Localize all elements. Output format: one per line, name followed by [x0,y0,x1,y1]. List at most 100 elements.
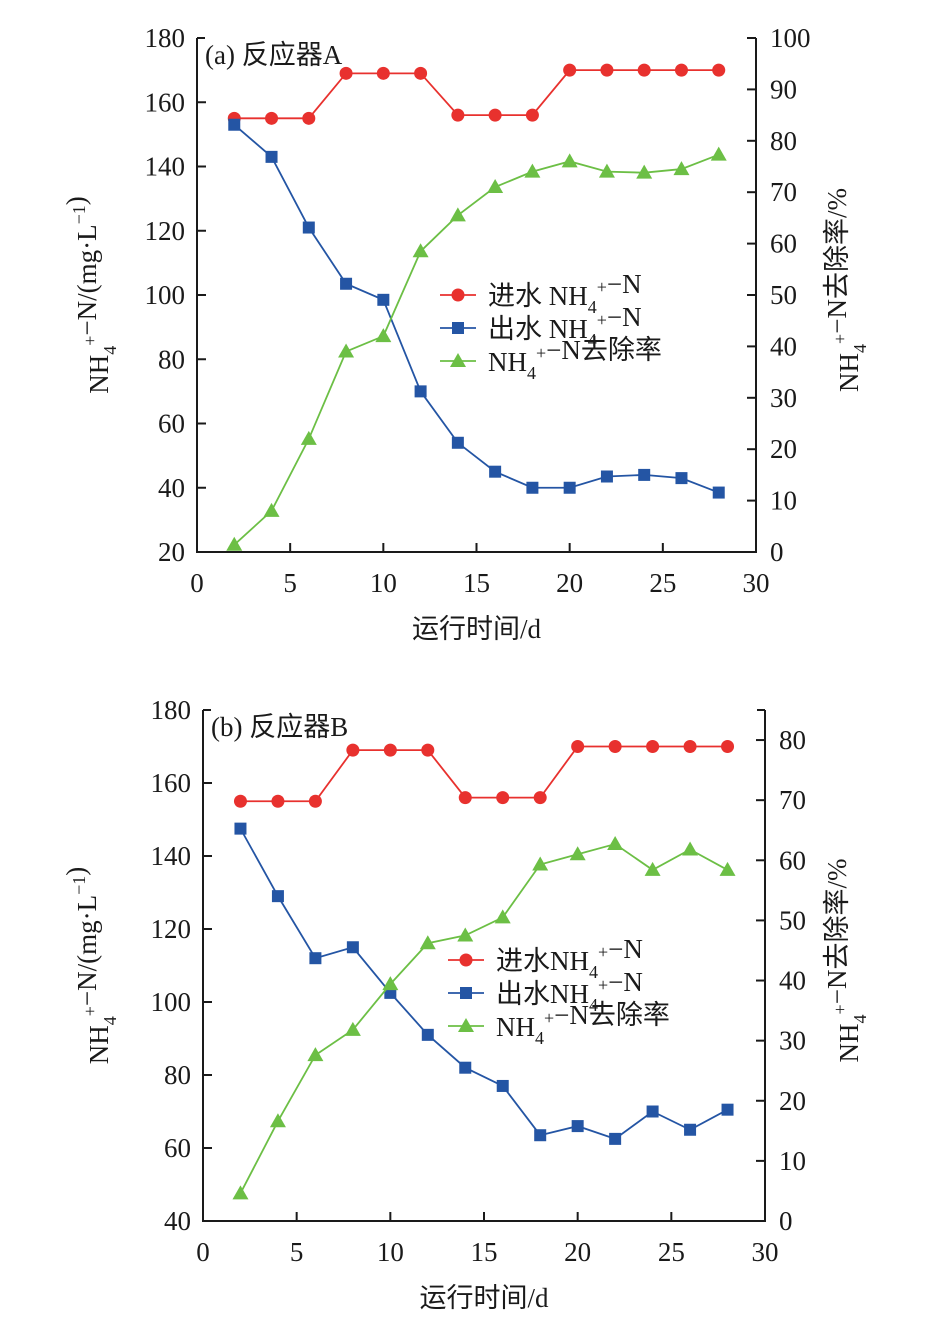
data-point [419,935,436,950]
legend-marker [451,288,465,302]
chart-panel-a: 0 5 10 15 20 25 30 20 40 60 80 100 120 140 160 180 0 10 20… [61,23,870,644]
data-point [496,791,510,805]
data-point [302,111,316,125]
series-square [228,118,725,499]
panel-title: (a) 反应器A [205,40,343,70]
x-tick-label: 30 [743,568,770,598]
data-point [646,1105,659,1118]
y2-tick-label: 40 [770,331,797,361]
data-point [600,470,613,483]
data-point [712,486,725,499]
y2-tick-label: 60 [770,229,797,259]
data-point [233,794,247,808]
legend-item: 出水 NH4+−N [440,302,642,350]
y2-axis-title: NH4+−N去除率/% [822,859,870,1063]
axes-frame [202,710,766,1222]
y2-tick-label: 30 [779,1026,806,1056]
y-tick-label: 40 [158,473,185,503]
legend-marker [459,953,473,967]
data-point [644,861,661,876]
y-axis-title: NH4+−N/(mg·L−1) [61,196,120,394]
y-tick-label: 140 [145,152,186,182]
data-point [710,146,727,161]
data-point [673,161,690,176]
data-point [532,856,549,871]
y2-tick-label: 40 [779,966,806,996]
series-circle [227,63,726,125]
y2-tick-label: 0 [770,537,784,567]
y-tick-label: 100 [145,280,186,310]
data-point [232,1185,249,1200]
data-point [533,791,547,805]
data-point [421,743,435,757]
data-point [449,207,466,222]
y2-tick-label: 100 [770,23,811,53]
legend-item: 进水 NH4+−N [440,269,642,317]
x-tick-label: 15 [463,568,490,598]
data-point [309,952,322,965]
series-line [233,124,720,494]
y2-tick-label: 80 [770,126,797,156]
data-point [563,481,576,494]
panel-title: (b) 反应器B [211,712,348,742]
data-point [489,465,502,478]
data-point [263,502,280,517]
data-point [526,481,539,494]
y-tick-label: 40 [164,1206,191,1236]
data-point [636,164,653,179]
y-tick-label: 20 [158,537,185,567]
y2-tick-label: 80 [779,725,806,755]
y-tick-label: 80 [164,1060,191,1090]
x-tick-label: 20 [564,1237,591,1267]
series-triangle [232,836,736,1200]
data-point [457,927,474,942]
data-point [719,861,736,876]
y-tick-label: 60 [158,409,185,439]
y-tick-label: 120 [145,216,186,246]
data-point [721,740,735,753]
x-axis-title: 运行时间/d [412,614,542,644]
series-triangle [226,146,727,551]
data-point [525,108,539,122]
data-point [302,221,315,234]
data-point [451,436,464,449]
series-line [240,745,728,803]
data-point [271,794,285,808]
data-point [234,822,247,835]
data-point [340,277,353,290]
y-tick-label: 120 [151,914,192,944]
x-tick-label: 20 [556,568,583,598]
series-circle [233,740,735,808]
x-tick-label: 10 [370,568,397,598]
legend-label: 出水 NH4+−N [488,302,642,350]
legend-item: 进水NH4+−N [448,934,643,982]
data-point [344,1021,361,1036]
data-point [414,66,428,80]
legend-label: NH4+−N去除率 [496,1000,670,1048]
data-point [684,1123,697,1136]
data-point [228,118,241,131]
data-point [346,941,359,954]
data-point [459,1061,472,1074]
legend-item: NH4+−N去除率 [440,335,662,383]
legend-marker [460,987,472,999]
x-tick-label: 25 [649,568,676,598]
y2-tick-label: 20 [779,1086,806,1116]
y2-tick-label: 70 [770,177,797,207]
x-tick-label: 30 [752,1237,779,1267]
data-point [487,179,504,194]
data-point [561,153,578,168]
series-line [234,69,719,120]
y2-tick-label: 30 [770,383,797,413]
data-point [571,740,585,753]
data-point [451,108,465,122]
data-point [496,1079,509,1092]
y2-tick-label: 60 [779,845,806,875]
legend-label: NH4+−N去除率 [488,335,662,383]
x-tick-label: 0 [190,568,204,598]
data-point [375,328,392,343]
data-point [637,63,651,77]
data-point [346,743,360,757]
data-point [338,343,355,358]
data-point [524,163,541,178]
